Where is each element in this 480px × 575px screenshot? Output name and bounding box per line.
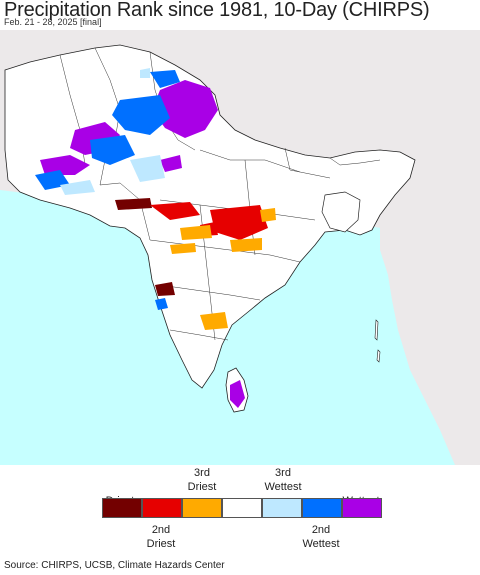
source-credit: Source: CHIRPS, UCSB, Climate Hazards Ce… [4,560,225,571]
legend-swatch-third-driest [182,498,222,518]
second-wettest-patches [35,70,180,310]
andaman-islands [374,319,381,363]
wettest-patches [40,80,245,408]
third-driest-patches [170,208,276,330]
third-wettest-patches [60,68,165,195]
map-title: Precipitation Rank since 1981, 10-Day (C… [4,0,430,21]
legend-swatch-second-driest [142,498,182,518]
legend-label-second-driest: 2nd Driest [146,524,176,550]
precipitation-rank-map [0,30,480,465]
legend-swatch-wettest [342,498,382,518]
legend-swatch-third-wettest [262,498,302,518]
legend-label-third-driest: 3rd Driest [187,467,217,493]
bangladesh [321,191,361,233]
legend-swatch-normal [222,498,262,518]
map-subtitle: Feb. 21 - 28, 2025 [final] [4,17,102,27]
legend-label-second-wettest: 2nd Wettest [302,524,340,550]
legend-swatch-driest [102,498,142,518]
legend-label-third-wettest: 3rd Wettest [264,467,302,493]
driest-patches [115,198,175,296]
legend-swatch-second-wettest [302,498,342,518]
outside-land-east [380,225,480,465]
